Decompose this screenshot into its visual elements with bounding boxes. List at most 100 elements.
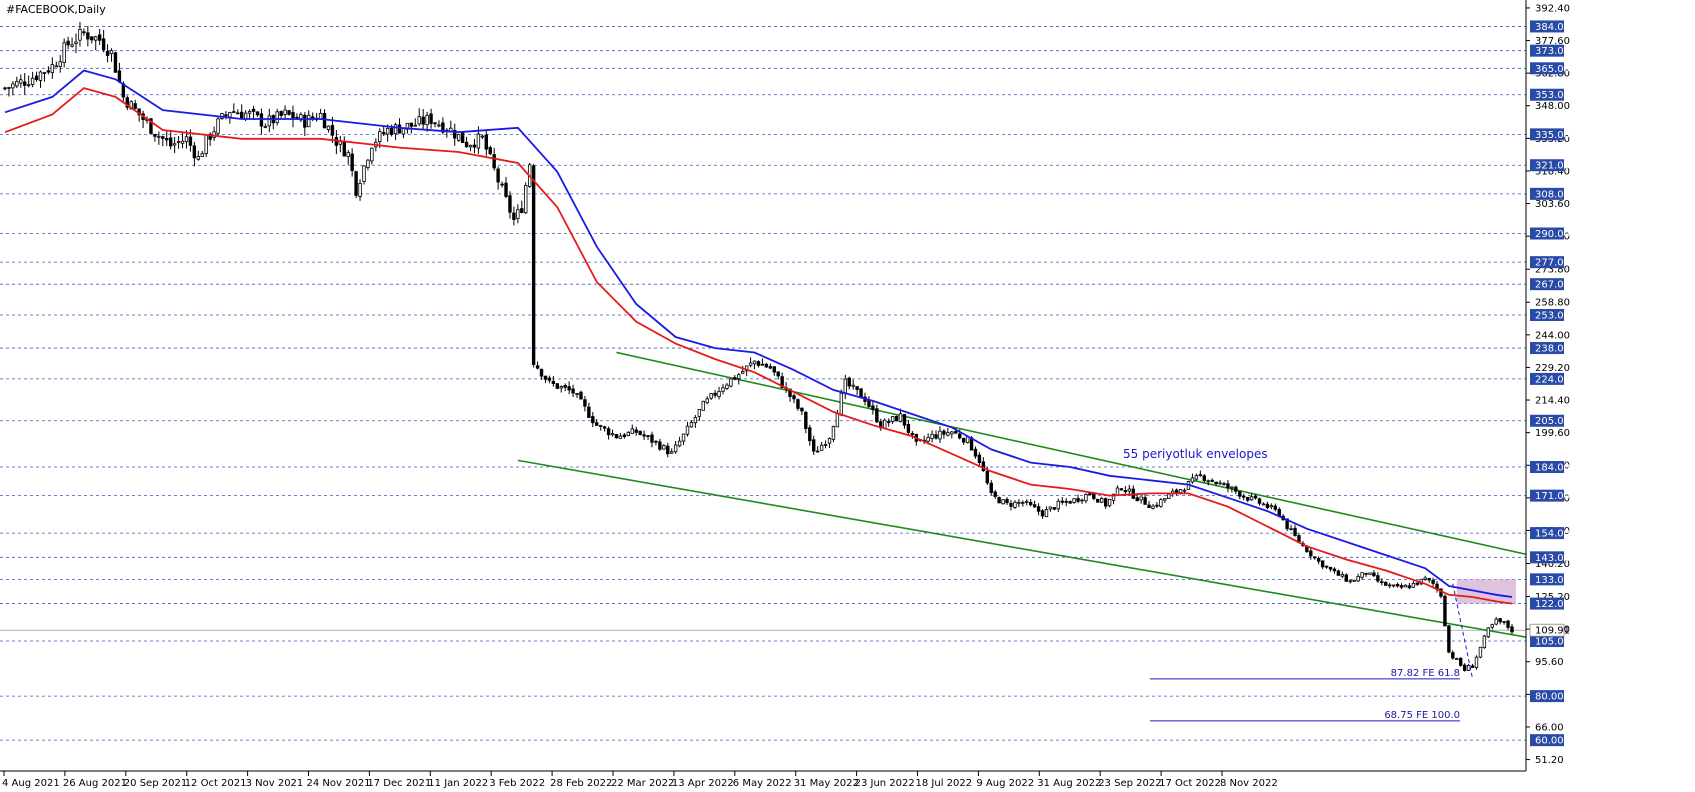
candle-body [1245, 496, 1250, 501]
candle-body [796, 399, 800, 409]
candle-body [894, 415, 899, 422]
level-label-box [1530, 635, 1564, 648]
candle-body [819, 444, 824, 451]
candle-body [524, 185, 528, 214]
candle-body [804, 411, 808, 429]
candle-body [275, 111, 279, 123]
candle-body [567, 386, 571, 391]
candle-body [591, 416, 595, 424]
candle-body [370, 147, 374, 162]
candle-body [930, 433, 934, 439]
level-label-box [1530, 489, 1564, 502]
level-label-box [1530, 573, 1564, 586]
candle-body [70, 44, 74, 47]
candle-body [815, 450, 820, 453]
level-label: 184.00 [1535, 463, 1570, 474]
candle-body [1498, 618, 1502, 623]
candle-body [1490, 624, 1494, 628]
candle-body [934, 434, 938, 439]
level-label: 335.00 [1535, 130, 1570, 141]
candle-body [985, 470, 990, 484]
candle-body [38, 71, 43, 81]
date-tick-label: 18 Jul 2022 [916, 778, 973, 789]
candle-body [180, 140, 185, 144]
candle-body [871, 405, 875, 410]
candle-body [965, 436, 970, 444]
candle-body [255, 111, 260, 116]
candle-body [1356, 576, 1360, 582]
candle-body [1123, 490, 1128, 493]
fib-levels: 87.82 FE 61.8 68.75 FE 100.0 [1150, 668, 1460, 722]
candle-body [1210, 479, 1214, 482]
candle-body [1502, 621, 1506, 623]
candle-body [196, 156, 201, 160]
candle-body [11, 83, 15, 89]
candle-body [823, 444, 828, 446]
candle-body [1100, 498, 1104, 503]
candle-body [330, 125, 335, 136]
date-tick-label: 23 Jun 2022 [855, 778, 915, 789]
level-label-box [1530, 690, 1564, 703]
candle-body [855, 386, 859, 390]
level-label-box [1530, 88, 1564, 101]
candle-body [1096, 498, 1100, 503]
level-label-box [1530, 527, 1564, 540]
candle-body [1332, 568, 1337, 572]
candle-body [614, 434, 619, 439]
candle-body [1261, 503, 1266, 506]
candle-body [642, 434, 646, 437]
candle-body [973, 448, 978, 457]
candle-body [1238, 491, 1242, 497]
candle-body [460, 131, 465, 143]
candle-body [926, 436, 930, 442]
candle-body [441, 122, 445, 133]
candle-body [898, 413, 903, 423]
candle-body [1198, 474, 1203, 477]
level-label-box [1530, 256, 1564, 269]
candle-body [1013, 501, 1017, 508]
candle-body [997, 496, 1001, 504]
candle-body [397, 124, 402, 134]
candle-body [713, 392, 717, 396]
level-label-box [1530, 227, 1564, 240]
level-label: 277.00 [1535, 258, 1570, 269]
date-tick-label: 24 Nov 2021 [307, 778, 371, 789]
candle-body [66, 40, 70, 46]
candle-body [425, 114, 429, 126]
candle-body [883, 419, 887, 429]
candle-body [1364, 572, 1368, 575]
price-tick-label: 199.60 [1535, 428, 1570, 439]
price-axis: 392.40377.60362.80348.00333.20318.40303.… [1526, 3, 1570, 766]
candle-body [1084, 494, 1088, 502]
candle-body [366, 159, 370, 168]
candle-body [468, 144, 473, 148]
date-tick-label: 23 Sep 2022 [1098, 778, 1161, 789]
candle-body [666, 445, 670, 455]
candle-body [1001, 499, 1005, 505]
candle-body [1040, 510, 1045, 517]
level-label-box [1530, 414, 1564, 427]
candle-body [1313, 556, 1317, 559]
candle-body [153, 133, 157, 137]
level-label: 321.00 [1535, 161, 1570, 172]
candle-body [812, 439, 816, 452]
candle-body [1344, 574, 1348, 582]
candle-body [382, 132, 386, 135]
date-tick-label: 4 Aug 2021 [2, 778, 60, 789]
candle-body [1139, 496, 1143, 501]
candle-body [362, 165, 366, 182]
candle-body [1380, 581, 1384, 584]
candle-body [464, 141, 469, 148]
current-price-label: 109.91 [1535, 626, 1570, 637]
date-tick-label: 13 Apr 2022 [672, 778, 734, 789]
candle-body [263, 125, 268, 128]
candle-body [961, 437, 966, 443]
candle-body [1324, 565, 1329, 568]
candle-body [26, 84, 31, 87]
candle-body [1293, 527, 1297, 536]
candle-body [346, 152, 350, 158]
candle-body [279, 111, 283, 116]
candle-body [618, 435, 623, 439]
candle-body [587, 406, 591, 418]
candle-body [1506, 620, 1510, 628]
